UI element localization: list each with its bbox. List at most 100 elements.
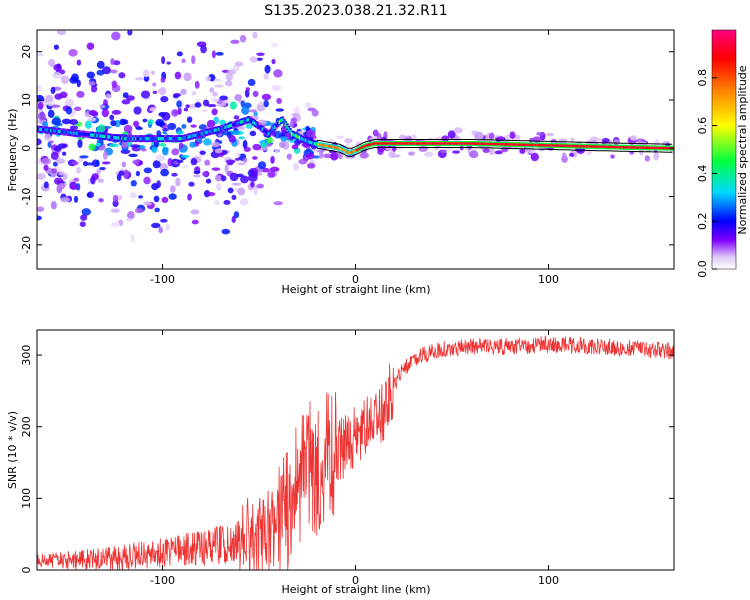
spectrogram-cell xyxy=(216,182,222,191)
spectrogram-ridge-cell xyxy=(652,146,655,150)
spectrogram-ridge-cell xyxy=(636,146,640,149)
spectrogram-ridge-cell xyxy=(284,122,288,127)
spectrogram-cell xyxy=(171,148,180,156)
spectrogram-cell xyxy=(453,127,463,134)
spectrogram-cell xyxy=(171,108,179,117)
spectrogram-cell xyxy=(330,152,339,161)
spectrogram-cell xyxy=(37,53,45,57)
spectrogram-ridge-cell xyxy=(513,143,516,146)
spectrogram-ridge-cell xyxy=(290,132,294,136)
spectrogram-ridge-cell xyxy=(51,128,54,133)
spectrogram-cell xyxy=(180,154,190,159)
spectrogram-ridge-cell xyxy=(215,128,218,132)
spectrogram-cell xyxy=(468,150,479,159)
spectrogram-ridge-cell xyxy=(437,142,440,145)
spectrogram-ridge-cell xyxy=(292,132,295,137)
spectrogram-ridge-cell xyxy=(523,143,527,147)
spectrogram-cell xyxy=(266,136,273,144)
spectrogram-ridge-cell xyxy=(210,129,213,133)
spectrogram-ridge-cell xyxy=(259,126,263,130)
spectrogram-cell xyxy=(242,139,248,149)
spectrogram-ridge-cell xyxy=(235,121,238,126)
spectrogram-cell xyxy=(260,107,266,111)
spectrogram-ridge-cell xyxy=(250,119,254,123)
spectrogram-cell xyxy=(103,99,108,107)
spectrogram-cell xyxy=(166,61,171,65)
spectrogram-cell xyxy=(249,56,258,63)
spectrogram-cell xyxy=(190,124,197,128)
spectrogram-ridge-cell xyxy=(494,142,498,146)
spectrogram-ridge-cell xyxy=(391,142,394,145)
spectrogram-cell xyxy=(191,91,197,96)
spectrogram-ridge-cell xyxy=(604,145,607,149)
spectrogram-cell xyxy=(311,109,319,117)
spectrogram-cell xyxy=(86,71,96,79)
spectrogram-cell xyxy=(175,177,181,187)
spectrogram-ridge-cell xyxy=(286,125,289,129)
snr-panel: -100 0 100 0 100 200 300 Height of straight li… xyxy=(6,329,675,596)
spectrogram-cell xyxy=(133,106,142,115)
spectrogram-cell xyxy=(161,56,166,65)
spectrogram-cell xyxy=(159,163,169,171)
spectrogram-ridge-cell xyxy=(83,132,87,137)
spectrogram-ridge-cell xyxy=(418,142,422,145)
spectrogram-cell xyxy=(56,30,67,36)
spectrogram-ridge-cell xyxy=(264,129,267,134)
spectrogram-cell xyxy=(225,72,233,82)
spectrogram-cell xyxy=(220,175,227,182)
spectrogram-cell xyxy=(151,183,159,191)
spectrogram-cell xyxy=(70,161,79,166)
colorbar-gradient xyxy=(711,29,737,270)
spectrogram-ridge-cell xyxy=(598,145,601,148)
spectrogram-cell xyxy=(99,166,106,171)
spectrogram-cell xyxy=(102,66,112,75)
spectrogram-cell xyxy=(138,195,144,199)
spectrogram-ridge-cell xyxy=(505,143,508,146)
spectrogram-ridge-cell xyxy=(557,144,561,147)
spectrogram-ridge-cell xyxy=(533,143,536,147)
spectrogram-ridge-cell xyxy=(556,144,559,147)
spectrogram-cell xyxy=(97,124,106,133)
spectrogram-ridge-cell xyxy=(527,143,530,147)
spectrogram-cell xyxy=(253,186,258,196)
spectrogram-ridge-cell xyxy=(148,136,152,141)
spectrogram-ridge-cell xyxy=(422,142,425,145)
spectrogram-ridge-cell xyxy=(178,136,181,141)
spectrogram-ridge-cell xyxy=(86,132,90,137)
spectrogram-ridge-cell xyxy=(198,132,201,137)
spectrogram-cell xyxy=(610,154,615,159)
spectrogram-ridge-cell xyxy=(570,144,573,148)
spectrogram-ridge-cell xyxy=(48,128,51,133)
spectrogram-cell xyxy=(230,130,240,135)
spectrogram-ridge-cell xyxy=(537,143,541,147)
spectrogram-ridge-cell xyxy=(144,136,147,141)
spectrogram-ridge-cell xyxy=(406,142,410,145)
spectrogram-ridge-cell xyxy=(394,142,397,145)
spectrogram-ridge-cell xyxy=(647,146,650,150)
spectrogram-cell xyxy=(153,195,160,203)
spectrogram-cell xyxy=(81,208,92,216)
spectrogram-ridge-cell xyxy=(499,142,502,146)
spectrogram-cell xyxy=(176,159,184,164)
spectrogram-cell xyxy=(418,145,429,152)
spectrogram-ridge-cell xyxy=(52,129,56,133)
spectrogram-cell xyxy=(109,143,119,148)
spectrogram-cell xyxy=(128,153,138,158)
spectrogram-ridge-cell xyxy=(602,145,606,149)
spectrogram-cell xyxy=(167,157,173,167)
spectrogram-ridge-cell xyxy=(222,126,226,130)
spectrogram-ridge-cell xyxy=(298,135,301,140)
spectrogram-ylabel: Frequency (Hz) xyxy=(6,109,19,192)
spectrogram-ridge-cell xyxy=(423,142,427,145)
spectrogram-ridge-cell xyxy=(625,146,629,149)
spectrogram-cell xyxy=(51,104,61,108)
spectrogram-cell xyxy=(162,147,169,156)
spectrogram-ridge-cell xyxy=(244,118,247,123)
colorbar-tick-label: 0.8 xyxy=(696,69,709,87)
spectrogram-cell xyxy=(133,120,140,127)
spectrogram-ridge-cell xyxy=(269,130,272,134)
colorbar-tick-label: 0.2 xyxy=(696,212,709,230)
spectrogram-cell xyxy=(263,73,270,80)
spectrogram-cell xyxy=(37,215,42,221)
spectrogram-ridge-cell xyxy=(100,134,104,138)
